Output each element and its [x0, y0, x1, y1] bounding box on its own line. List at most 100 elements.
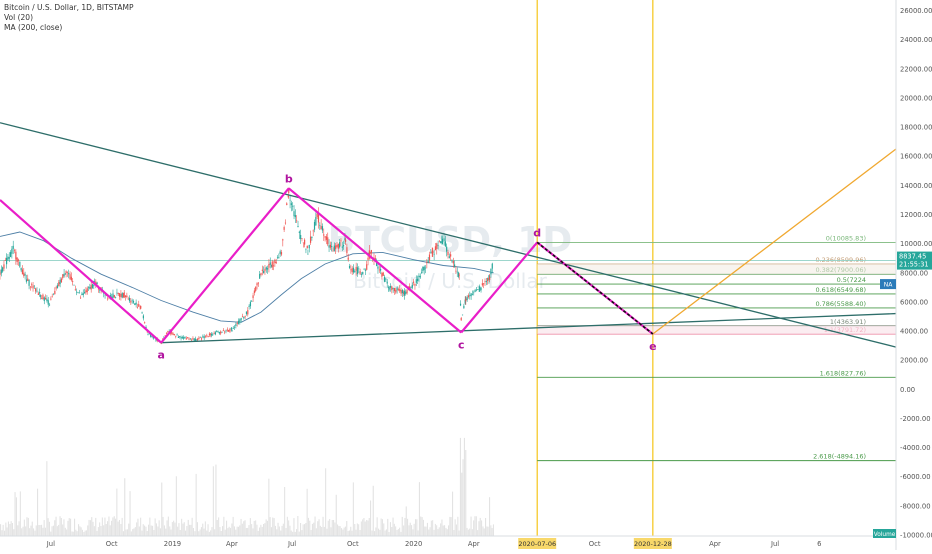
candle-body — [19, 261, 21, 267]
volume-bar — [490, 525, 492, 536]
volume-bar — [207, 524, 209, 536]
candle-body — [315, 217, 317, 226]
candle-body — [479, 286, 481, 291]
volume-bar — [10, 521, 12, 536]
candle-body — [347, 257, 349, 260]
volume-bar — [405, 506, 407, 536]
candle-body — [199, 337, 201, 338]
volume-bar — [21, 528, 23, 536]
candle-body — [447, 251, 449, 256]
volume-bar — [166, 520, 168, 536]
fib-zone-fill — [537, 325, 896, 335]
candle-body — [393, 287, 396, 292]
candle-body — [152, 336, 154, 339]
volume-bar — [475, 516, 477, 536]
volume-bar — [413, 523, 415, 536]
volume-bar — [482, 526, 484, 536]
volume-bar — [177, 526, 179, 536]
volume-bar — [436, 525, 438, 536]
trendline-upper — [0, 122, 897, 348]
volume-bar — [169, 526, 171, 536]
candle-body — [255, 286, 257, 292]
price-tick-label: 18000.00 — [900, 124, 932, 132]
volume-bar — [264, 523, 266, 536]
volume-bar — [411, 525, 413, 536]
volume-bar — [458, 530, 460, 536]
candle-body — [270, 264, 273, 267]
volume-bar — [2, 524, 4, 536]
volume-bar — [30, 525, 32, 536]
volume-bar — [452, 491, 454, 536]
candle-body — [167, 331, 169, 332]
candle-body — [423, 266, 425, 271]
volume-bar — [248, 525, 250, 536]
candle-body — [275, 261, 277, 264]
volume-bar — [138, 526, 140, 536]
candle-body — [181, 337, 183, 339]
volume-bar — [395, 526, 397, 536]
volume-bar — [360, 521, 362, 536]
volume-bar — [117, 521, 119, 536]
candle-body — [329, 244, 331, 248]
volume-bar — [489, 497, 491, 536]
candle-body — [150, 334, 152, 337]
volume-bar — [297, 516, 299, 536]
volume-bar — [428, 529, 430, 536]
volume-bar — [481, 520, 483, 536]
candle-body — [283, 227, 285, 230]
volume-bar — [245, 528, 247, 536]
candle-body — [419, 275, 421, 278]
candle-body — [248, 305, 250, 307]
candle-body — [35, 288, 37, 292]
candle-body — [396, 287, 398, 291]
candle-body — [160, 343, 162, 344]
candle-body — [422, 266, 424, 272]
candle-body — [466, 296, 468, 300]
candle-body — [239, 319, 241, 323]
price-tick-label: 12000.00 — [900, 211, 932, 219]
volume-bar — [277, 522, 279, 536]
volume-bar — [89, 520, 91, 536]
volume-bar — [347, 530, 349, 536]
volume-bar — [457, 516, 459, 536]
volume-bar — [26, 517, 28, 536]
volume-bar — [144, 525, 146, 536]
volume-bar — [469, 528, 471, 536]
candle-body — [481, 283, 483, 286]
candle-body — [116, 292, 118, 294]
volume-bar — [228, 526, 230, 536]
volume-bar — [392, 517, 394, 536]
candle-body — [269, 262, 271, 265]
candle-body — [80, 297, 82, 299]
candle-body — [424, 267, 427, 269]
candle-body — [194, 338, 197, 341]
volume-bar — [33, 528, 35, 536]
volume-bar — [442, 525, 444, 536]
candle-body — [33, 285, 35, 287]
candle-body — [155, 339, 157, 341]
volume-bar — [203, 528, 205, 536]
volume-bar — [244, 520, 246, 536]
ma-200-line — [0, 231, 494, 323]
candle-body — [382, 272, 384, 276]
volume-bar — [31, 521, 33, 536]
candle-body — [320, 225, 322, 230]
volume-bar — [52, 525, 54, 536]
candle-body — [290, 203, 292, 205]
volume-bar — [174, 522, 176, 536]
candle-body — [243, 316, 245, 319]
time-tick-label: Oct — [106, 540, 118, 548]
volume-bar — [479, 517, 481, 536]
candle-body — [417, 278, 419, 282]
volume-bar — [350, 526, 352, 536]
volume-bar — [122, 531, 124, 536]
candle-body — [151, 336, 153, 338]
volume-bar — [346, 521, 348, 536]
volume-bar — [107, 521, 109, 536]
candle-body — [272, 265, 275, 267]
volume-bar — [401, 516, 403, 536]
candle-body — [475, 289, 478, 291]
volume-bar — [385, 529, 387, 536]
candle-body — [362, 271, 364, 275]
